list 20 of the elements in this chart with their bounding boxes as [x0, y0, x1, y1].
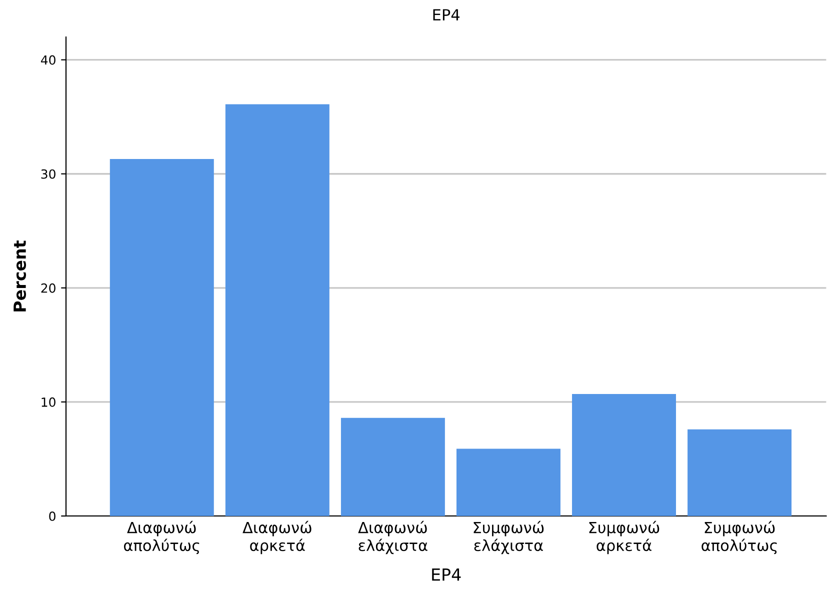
bar: [688, 429, 792, 516]
x-tick-label: Διαφωνώ αρκετά: [242, 520, 312, 554]
x-tick-label: Συμφωνώ ελάχιστα: [474, 520, 544, 554]
y-tick-label: 0: [49, 511, 56, 521]
bar: [572, 394, 676, 516]
y-tick-label: 30: [41, 169, 56, 179]
x-tick-label: Συμφωνώ απολύτως: [702, 520, 777, 554]
x-tick-label: Συμφωνώ αρκετά: [589, 520, 660, 554]
y-axis-title: Percent: [14, 240, 26, 312]
x-axis-title: EP4: [432, 568, 461, 581]
x-tick-label: Διαφωνώ απολύτως: [124, 520, 200, 554]
chart-title: EP4: [433, 9, 460, 20]
bar: [340, 418, 445, 516]
y-tick-label: 10: [42, 397, 56, 407]
bar: [110, 159, 214, 516]
x-tick-label: Διαφωνώ ελάχιστα: [358, 520, 428, 554]
bar: [456, 448, 560, 516]
y-tick-label: 20: [41, 283, 56, 293]
y-tick-label: 40: [40, 55, 56, 65]
bar: [225, 104, 330, 516]
